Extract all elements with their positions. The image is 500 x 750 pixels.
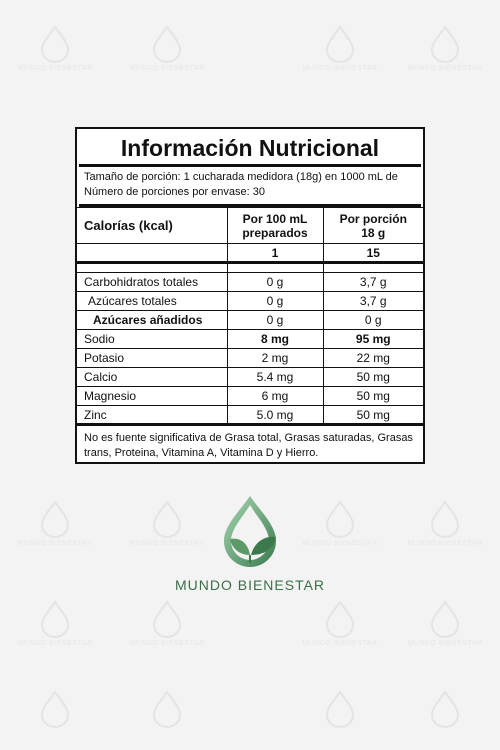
watermark: MUNDO BIENESTAR: [390, 600, 500, 647]
watermark: [0, 690, 110, 728]
nutrient-name: Sodio: [77, 329, 228, 349]
nutrient-name: Potasio: [77, 348, 228, 368]
nutrient-per-serving: 22 mg: [322, 348, 423, 368]
nutrient-name: Azúcares añadidos: [77, 310, 228, 330]
servings-per-container: Número de porciones por envase: 30: [84, 186, 265, 198]
calories-per-serving: 15: [322, 243, 423, 263]
drop-icon: [325, 600, 355, 638]
nutrient-per-100ml: 5.0 mg: [226, 405, 324, 425]
nutrient-per-serving: 0 g: [322, 310, 423, 330]
drop-icon: [40, 690, 70, 728]
nutrient-per-serving: 50 mg: [322, 386, 423, 406]
watermark: MUNDO BIENESTAR: [0, 600, 110, 647]
calories-blank: [77, 243, 228, 263]
nutrient-per-serving: 3,7 g: [322, 291, 423, 311]
brand-logo: MUNDO BIENESTAR: [0, 493, 500, 593]
drop-icon: [152, 25, 182, 63]
footnote: No es fuente significativa de Grasa tota…: [84, 432, 413, 459]
nutrient-per-100ml: 0 g: [226, 310, 324, 330]
nutrient-name: Zinc: [77, 405, 228, 425]
nutrient-per-serving: 50 mg: [322, 367, 423, 387]
watermark: MUNDO BIENESTAR: [0, 25, 110, 72]
watermark: MUNDO BIENESTAR: [285, 25, 395, 72]
watermark: [390, 690, 500, 728]
drop-icon: [325, 500, 355, 538]
serving-divider: [79, 204, 421, 207]
drop-icon: [430, 25, 460, 63]
drop-icon: [325, 690, 355, 728]
watermark: [285, 690, 395, 728]
nutrient-per-serving: 3,7 g: [322, 272, 423, 292]
table-row: Zinc 5.0 mg 50 mg: [77, 405, 423, 425]
table-row: Calcio 5.4 mg 50 mg: [77, 367, 423, 387]
calories-row: 1 15: [77, 243, 423, 263]
watermark: MUNDO BIENESTAR: [390, 25, 500, 72]
drop-icon: [152, 500, 182, 538]
nutrient-name: Calcio: [77, 367, 228, 387]
watermark: MUNDO BIENESTAR: [285, 500, 395, 547]
table-row: Potasio 2 mg 22 mg: [77, 348, 423, 368]
drop-icon: [430, 690, 460, 728]
nutrient-per-100ml: 0 g: [226, 272, 324, 292]
table-row: Azúcares añadidos 0 g 0 g: [77, 310, 423, 330]
serving-info: Tamaño de porción: 1 cucharada medidora …: [77, 167, 423, 204]
column-header-per-100ml: Por 100 mL preparados: [226, 207, 324, 244]
brand-name: MUNDO BIENESTAR: [174, 577, 326, 593]
label-title: Información Nutricional: [120, 135, 380, 161]
table-row: Sodio 8 mg 95 mg: [77, 329, 423, 349]
table-row: Carbohidratos totales 0 g 3,7 g: [77, 272, 423, 292]
watermark: MUNDO BIENESTAR: [285, 600, 395, 647]
drop-icon: [430, 500, 460, 538]
nutrient-per-100ml: 5.4 mg: [226, 367, 324, 387]
drop-icon: [152, 600, 182, 638]
nutrient-per-100ml: 0 g: [226, 291, 324, 311]
spacer-row: [77, 262, 423, 273]
nutrient-per-serving: 50 mg: [322, 405, 423, 425]
header-row: Calorías (kcal) Por 100 mL preparados Por…: [77, 207, 423, 244]
watermark: MUNDO BIENESTAR: [112, 600, 222, 647]
table-row: Magnesio 6 mg 50 mg: [77, 386, 423, 406]
nutrient-name: Carbohidratos totales: [77, 272, 228, 292]
watermark: MUNDO BIENESTAR: [112, 25, 222, 72]
drop-icon: [152, 690, 182, 728]
nutrient-name: Magnesio: [77, 386, 228, 406]
nutrition-facts-label: Información Nutricional Tamaño de porció…: [75, 127, 425, 464]
watermark: MUNDO BIENESTAR: [112, 500, 222, 547]
nutrition-table: Calorías (kcal) Por 100 mL preparados Por…: [77, 207, 423, 426]
nutrient-per-100ml: 8 mg: [226, 329, 324, 349]
drop-icon: [40, 25, 70, 63]
drop-icon: [325, 25, 355, 63]
calories-per-100ml: 1: [226, 243, 324, 263]
nutrient-per-100ml: 2 mg: [226, 348, 324, 368]
nutrient-per-serving: 95 mg: [322, 329, 423, 349]
serving-size: Tamaño de porción: 1 cucharada medidora …: [84, 171, 398, 183]
drop-icon: [40, 600, 70, 638]
table-row: Azúcares totales 0 g 3,7 g: [77, 291, 423, 311]
column-header-per-serving: Por porción 18 g: [322, 207, 423, 244]
title-divider: [79, 164, 421, 167]
drop-icon: [430, 600, 460, 638]
nutrient-per-100ml: 6 mg: [226, 386, 324, 406]
watermark: MUNDO BIENESTAR: [390, 500, 500, 547]
watermark: MUNDO BIENESTAR: [0, 500, 110, 547]
watermark: [112, 690, 222, 728]
nutrient-name: Azúcares totales: [77, 291, 228, 311]
calories-label: Calorías (kcal): [77, 207, 228, 244]
drop-icon: [40, 500, 70, 538]
drop-with-leaves-icon: [224, 496, 276, 567]
